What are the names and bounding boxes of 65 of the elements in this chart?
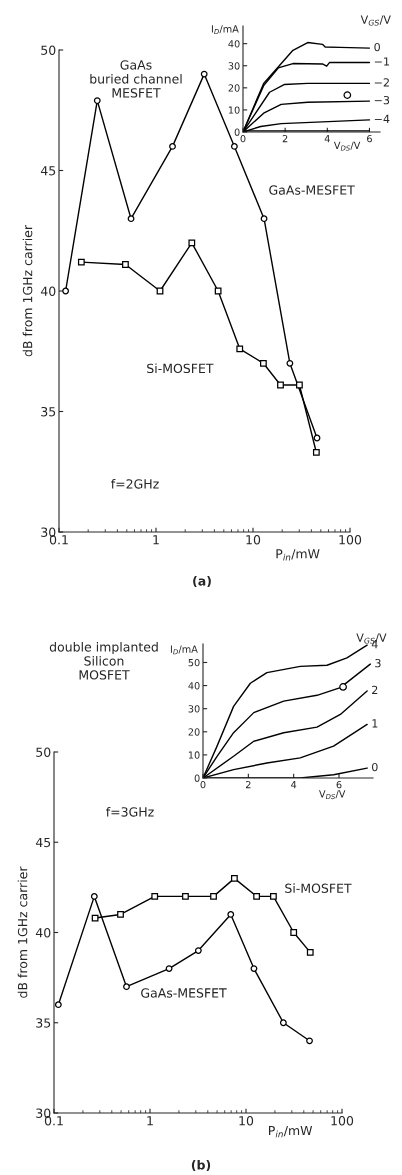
x-tick-label: 0 [200, 780, 206, 789]
y-tick-label: 30 [228, 62, 240, 70]
y-tick-label: 40 [228, 40, 240, 48]
x-tick-label: 6 [367, 134, 372, 143]
x-tick-label: 10 [246, 535, 261, 545]
annotation: f=3GHz [106, 806, 154, 817]
x-tick-label: 4 [291, 781, 297, 789]
y-tick-label: 10 [188, 751, 200, 759]
annotation: GaAs buried channel MESFET [90, 60, 182, 98]
series-label: Si-MOSFET [285, 883, 352, 893]
x-tick-label: 2 [245, 780, 251, 789]
y-tick-label: 30 [36, 1108, 51, 1118]
series-label: −1 [374, 57, 389, 66]
y-tick-label: 40 [188, 682, 200, 690]
y-tick-label: 45 [40, 166, 56, 176]
y-tick-label: 20 [228, 84, 240, 92]
y-tick-label: 0 [194, 774, 200, 782]
x-tick-label: 0.1 [44, 1116, 63, 1126]
x-axis-title: V$_{DS}$/V [319, 790, 346, 800]
series-label: 3 [375, 658, 381, 668]
x-tick-label: 1 [153, 535, 159, 545]
x-tick-label: 100 [331, 1116, 354, 1126]
x-tick-label: 6 [336, 780, 342, 789]
series-label: −2 [374, 78, 389, 87]
x-tick-label: 1 [147, 1116, 153, 1126]
x-axis-title: P$_{in}$/mW [269, 1126, 313, 1138]
x-tick-label: 10 [239, 1116, 254, 1126]
x-tick-label: 2 [282, 134, 288, 143]
y-tick-label: 10 [228, 106, 240, 114]
legend-title: V$_{GS}$/V [360, 15, 391, 26]
series-label: 0 [372, 762, 378, 772]
series-label: GaAs-MESFET [269, 185, 355, 195]
series-label: −3 [374, 95, 390, 105]
y-tick-label: 20 [188, 728, 200, 736]
y-axis-title: I$_{D}$/mA [170, 645, 198, 655]
x-tick-label: 100 [339, 535, 362, 545]
y-tick-label: 45 [35, 837, 51, 848]
y-tick-label: 50 [41, 45, 56, 55]
y-tick-label: 0 [234, 128, 240, 136]
x-axis-title: V$_{DS}$/V [333, 141, 361, 151]
text: (b) [191, 1159, 211, 1172]
y-tick-label: 30 [188, 705, 200, 713]
y-tick-label: 30 [41, 527, 56, 537]
series-label: 2 [372, 685, 378, 694]
y-axis-title: dB from 1GHz carrier [22, 225, 33, 357]
x-tick-label: 0.1 [49, 535, 68, 545]
series-label: GaAs-MESFET [141, 988, 227, 998]
x-axis-title: P$_{in}$/mW [276, 549, 320, 561]
y-axis-title: I$_{D}$/mA [211, 25, 239, 35]
series-label: 1 [372, 719, 378, 728]
text: double implanted Silicon MOSFET [49, 641, 158, 680]
y-tick-label: 40 [40, 286, 56, 296]
annotation: f=2GHz [111, 478, 159, 489]
y-tick-label: 50 [36, 747, 51, 757]
text: Si-MOSFET [147, 363, 214, 374]
y-tick-label: 50 [188, 658, 200, 667]
x-tick-label: 4 [324, 135, 330, 143]
series-label: 0 [374, 42, 380, 52]
x-tick-label: 0 [240, 134, 246, 143]
series-label: −4 [374, 114, 390, 123]
text: (a) [193, 575, 211, 588]
y-axis-title: dB from 1GHz carrier [17, 866, 28, 998]
y-tick-label: 35 [41, 406, 56, 417]
y-tick-label: 35 [36, 1018, 51, 1028]
y-tick-label: 40 [35, 927, 51, 938]
